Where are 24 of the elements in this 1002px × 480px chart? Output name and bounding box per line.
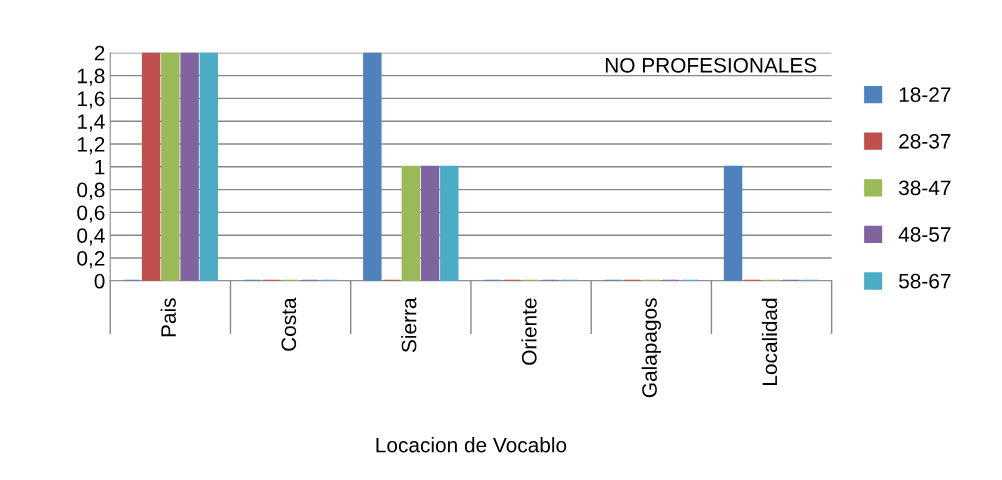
y-tick-label: 0,2 (77, 251, 105, 269)
x-tick-label: Sierra (401, 297, 417, 353)
y-tick-label: 1,6 (77, 91, 105, 109)
y-tick-label: 2 (94, 45, 105, 61)
x-tick-label: Localidad (761, 298, 778, 385)
y-tick-label: 0,6 (77, 205, 105, 223)
x-tick-label: Galapagos (641, 298, 662, 398)
legend-label: 38-47 (898, 180, 951, 196)
x-tick-label: Oriente (521, 298, 537, 365)
legend-label: 58-67 (899, 273, 951, 289)
x-tick-label: Costa (281, 297, 297, 351)
chart-title: NO PROFESIONALES (605, 57, 817, 73)
y-tick-label: 0 (94, 273, 105, 289)
y-tick-label: 1,4 (77, 114, 105, 132)
x-axis-title: Locacion de Vocablo (376, 437, 567, 453)
legend-label: 18-27 (899, 87, 951, 103)
y-tick-label: 1,8 (77, 68, 105, 86)
legend-label: 28-37 (899, 133, 951, 149)
y-tick-label: 0,4 (77, 228, 105, 246)
y-tick-label: 0,8 (77, 182, 105, 200)
legend-label: 48-57 (898, 227, 951, 242)
x-tick-label: Pais (160, 298, 176, 337)
y-tick-label: 1,2 (77, 137, 105, 155)
y-tick-label: 1 (95, 160, 105, 175)
